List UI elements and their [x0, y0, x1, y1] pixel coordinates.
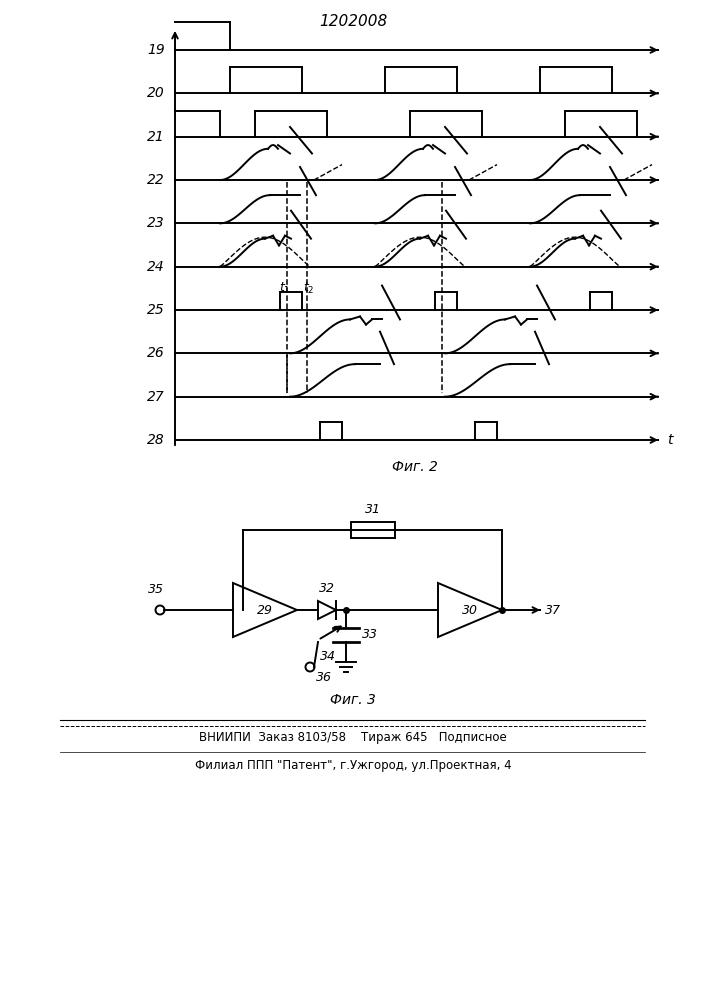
Text: Фиг. 2: Фиг. 2	[392, 460, 438, 474]
Text: $t_2$: $t_2$	[303, 281, 315, 296]
Text: 26: 26	[147, 346, 165, 360]
Text: 22: 22	[147, 173, 165, 187]
Text: t: t	[667, 433, 672, 447]
Text: 32: 32	[319, 582, 335, 595]
Polygon shape	[318, 601, 336, 619]
Text: 27: 27	[147, 390, 165, 404]
Text: Филиал ППП "Патент", г.Ужгород, ул.Проектная, 4: Филиал ППП "Патент", г.Ужгород, ул.Проек…	[194, 760, 511, 772]
Text: 37: 37	[545, 603, 561, 616]
Text: ВНИИПИ  Заказ 8103/58    Тираж 645   Подписное: ВНИИПИ Заказ 8103/58 Тираж 645 Подписное	[199, 732, 507, 744]
Text: 29: 29	[257, 603, 273, 616]
Text: 1202008: 1202008	[319, 14, 387, 29]
Text: 34: 34	[320, 650, 336, 663]
Text: 31: 31	[365, 503, 380, 516]
Text: 33: 33	[362, 629, 378, 642]
Text: 23: 23	[147, 216, 165, 230]
Text: 20: 20	[147, 86, 165, 100]
Text: 28: 28	[147, 433, 165, 447]
FancyBboxPatch shape	[351, 522, 395, 538]
Text: 19: 19	[147, 43, 165, 57]
Text: 36: 36	[316, 671, 332, 684]
Text: 21: 21	[147, 130, 165, 144]
Text: Фиг. 3: Фиг. 3	[330, 693, 376, 707]
Text: 25: 25	[147, 303, 165, 317]
Text: $t_1$: $t_1$	[279, 281, 291, 296]
Text: 24: 24	[147, 260, 165, 274]
Text: 30: 30	[462, 603, 478, 616]
Text: 35: 35	[148, 583, 164, 596]
